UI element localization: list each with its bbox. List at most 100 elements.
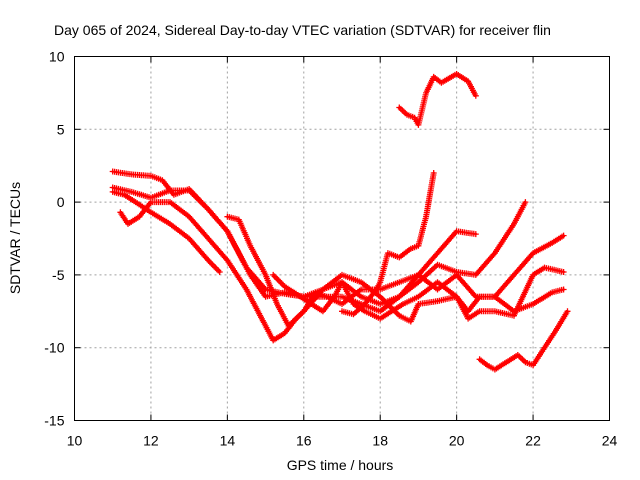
data-point bbox=[352, 302, 355, 306]
data-point bbox=[172, 193, 176, 197]
x-tick-label: 16 bbox=[296, 433, 312, 449]
data-point bbox=[340, 273, 344, 277]
data-point bbox=[333, 295, 336, 298]
data-point bbox=[417, 244, 420, 247]
data-point bbox=[417, 273, 420, 277]
data-point bbox=[310, 302, 313, 306]
data-point bbox=[119, 211, 122, 214]
data-point bbox=[398, 106, 401, 109]
data-point bbox=[379, 295, 382, 298]
data-point bbox=[264, 288, 267, 291]
data-point bbox=[493, 251, 497, 255]
data-point bbox=[325, 295, 328, 298]
x-tick-label: 18 bbox=[372, 433, 388, 449]
data-point bbox=[436, 280, 439, 284]
data-point bbox=[466, 80, 470, 83]
data-point bbox=[111, 186, 114, 189]
data-point bbox=[249, 273, 252, 277]
data-point bbox=[417, 302, 420, 306]
data-point bbox=[111, 190, 114, 194]
data-point bbox=[207, 259, 210, 262]
data-point bbox=[440, 81, 443, 84]
series-track-6 bbox=[270, 264, 567, 322]
data-point bbox=[531, 302, 535, 306]
data-point bbox=[359, 288, 363, 291]
data-point bbox=[417, 123, 420, 127]
y-tick-label: -10 bbox=[44, 340, 64, 356]
data-point bbox=[554, 329, 558, 332]
data-point bbox=[398, 256, 401, 259]
data-point bbox=[245, 288, 248, 291]
data-point bbox=[207, 208, 210, 211]
data-point bbox=[493, 368, 497, 371]
data-point bbox=[474, 94, 477, 98]
data-point bbox=[417, 295, 420, 298]
data-point bbox=[187, 215, 191, 218]
series-markers bbox=[476, 308, 571, 373]
data-point bbox=[149, 174, 153, 178]
data-point bbox=[566, 310, 569, 313]
data-point bbox=[379, 317, 382, 320]
data-point bbox=[436, 263, 439, 266]
data-point bbox=[543, 346, 546, 349]
data-point bbox=[409, 247, 412, 250]
grid-lines bbox=[74, 56, 610, 421]
data-point bbox=[424, 91, 428, 95]
data-point bbox=[455, 230, 458, 233]
data-point bbox=[111, 170, 114, 173]
data-point bbox=[398, 295, 401, 298]
data-point bbox=[340, 310, 344, 313]
data-point bbox=[562, 234, 565, 237]
y-tick-label: 10 bbox=[49, 49, 65, 65]
data-point bbox=[218, 270, 221, 274]
data-point bbox=[466, 317, 470, 320]
data-point bbox=[226, 215, 229, 218]
data-point bbox=[161, 179, 164, 182]
data-point bbox=[493, 310, 497, 313]
data-point bbox=[226, 259, 229, 262]
data-point bbox=[363, 302, 367, 306]
series-track-7 bbox=[339, 170, 437, 318]
data-point bbox=[379, 302, 382, 306]
y-tick-label: 5 bbox=[57, 121, 65, 137]
data-point bbox=[321, 310, 325, 313]
series-markers bbox=[117, 199, 567, 344]
data-point bbox=[436, 251, 439, 255]
data-point bbox=[168, 200, 172, 204]
series-track-4 bbox=[117, 199, 567, 344]
series-markers bbox=[396, 71, 479, 128]
x-tick-label: 24 bbox=[602, 433, 618, 449]
data-point bbox=[130, 190, 134, 194]
data-point bbox=[275, 302, 279, 306]
data-point bbox=[168, 222, 172, 226]
data-point bbox=[283, 291, 286, 294]
data-point bbox=[455, 295, 458, 298]
data-point bbox=[375, 288, 378, 291]
data-point bbox=[272, 339, 275, 342]
data-point bbox=[226, 230, 229, 233]
data-point bbox=[436, 288, 439, 291]
data-point bbox=[543, 266, 546, 269]
data-point bbox=[505, 361, 508, 364]
data-point bbox=[474, 232, 477, 236]
data-point bbox=[126, 222, 130, 226]
data-point bbox=[283, 331, 286, 335]
data-point bbox=[401, 302, 405, 306]
data-point bbox=[493, 295, 497, 298]
data-point bbox=[562, 270, 565, 274]
data-point bbox=[122, 193, 126, 197]
y-axis-label: SDTVAR / TECUs bbox=[7, 182, 23, 294]
series-track-8 bbox=[396, 71, 479, 128]
data-point bbox=[130, 173, 134, 176]
data-point bbox=[134, 200, 137, 204]
series-track-9 bbox=[476, 308, 571, 373]
y-tick-label: -15 bbox=[44, 413, 64, 429]
data-point bbox=[138, 215, 141, 218]
data-point bbox=[474, 295, 477, 298]
data-point bbox=[302, 310, 305, 313]
x-tick-label: 12 bbox=[143, 433, 159, 449]
data-point bbox=[168, 189, 172, 192]
data-point bbox=[187, 237, 191, 240]
data-point bbox=[363, 310, 367, 313]
